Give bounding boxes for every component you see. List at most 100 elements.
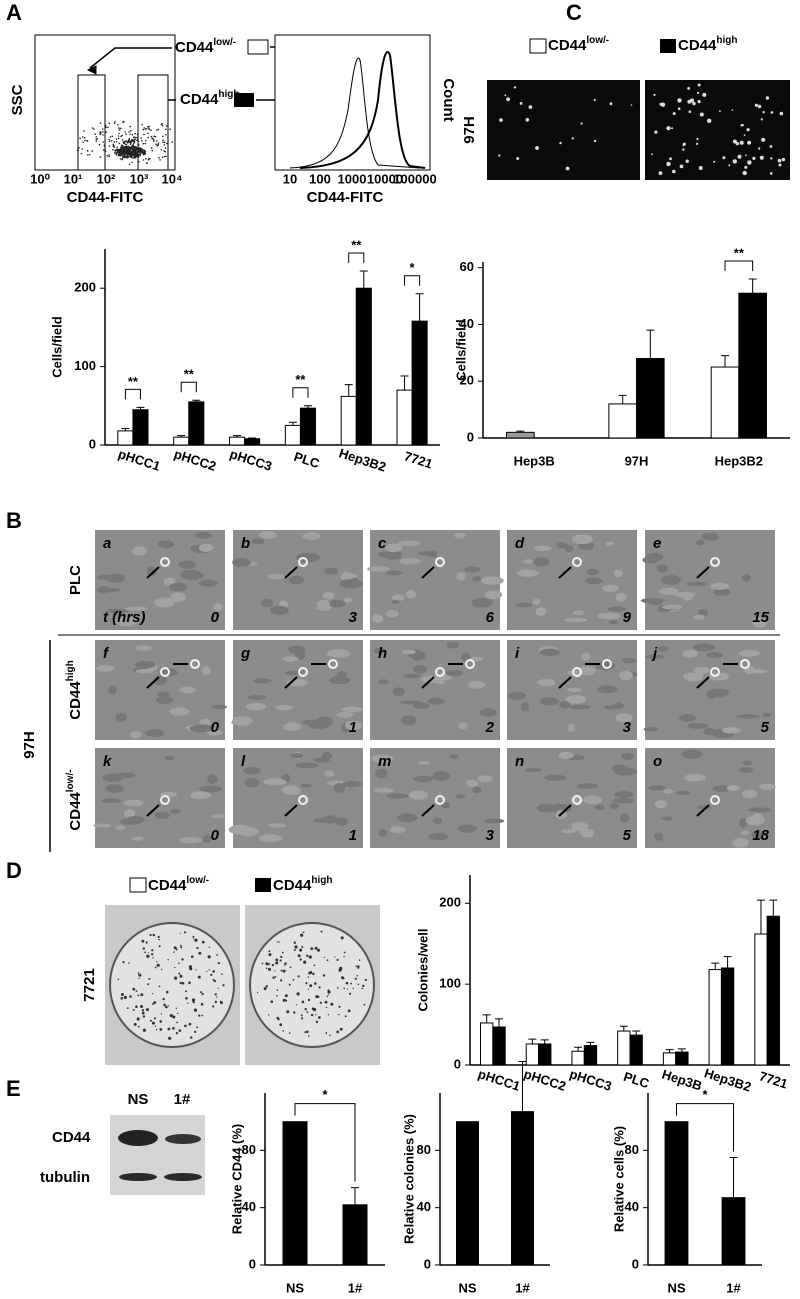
error-bar bbox=[677, 1048, 686, 1053]
flow-dot bbox=[161, 124, 164, 127]
cell-shape bbox=[572, 610, 585, 616]
band-label: CD44 bbox=[52, 1129, 91, 1146]
cell-shape bbox=[392, 687, 405, 696]
x-tick-label: pHCC3 bbox=[568, 1066, 614, 1094]
error-bar bbox=[359, 270, 368, 289]
cell-spot bbox=[687, 87, 690, 90]
flow-dot bbox=[153, 140, 155, 142]
frame-letter: g bbox=[240, 645, 250, 662]
tracked-cell bbox=[740, 659, 750, 669]
error-bar bbox=[632, 1030, 641, 1036]
y-tick-label: 40 bbox=[460, 316, 474, 331]
cell-spot bbox=[499, 118, 503, 122]
colony bbox=[149, 1019, 152, 1022]
colony bbox=[281, 951, 284, 954]
cell-shape bbox=[135, 669, 154, 674]
bar bbox=[538, 1043, 552, 1066]
cell-shape bbox=[432, 817, 443, 824]
flow-dot bbox=[141, 139, 143, 142]
colony bbox=[152, 933, 155, 937]
colony bbox=[317, 995, 320, 999]
cell-spot bbox=[699, 112, 704, 117]
bar bbox=[708, 969, 722, 1066]
histogram-high bbox=[299, 51, 426, 169]
bar bbox=[244, 438, 261, 446]
flow-dot bbox=[160, 149, 163, 151]
flow-dot bbox=[95, 138, 98, 140]
flow-dot bbox=[120, 146, 122, 149]
cell-shape bbox=[199, 785, 222, 793]
flow-dot bbox=[98, 143, 101, 146]
flow-dot bbox=[140, 137, 142, 139]
cell-shape bbox=[180, 569, 202, 580]
cell-shape bbox=[374, 788, 394, 793]
colony bbox=[135, 1005, 138, 1008]
colony bbox=[178, 1029, 182, 1032]
y-tick-label: 40 bbox=[242, 1199, 256, 1214]
cell-shape bbox=[692, 643, 716, 652]
cell-shape bbox=[571, 534, 593, 544]
bar bbox=[675, 1051, 689, 1066]
y-tick-label: 80 bbox=[625, 1142, 639, 1157]
flow-dot bbox=[128, 163, 131, 166]
tracked-cell bbox=[572, 557, 582, 567]
colony bbox=[310, 1013, 314, 1017]
colony bbox=[193, 1008, 198, 1012]
cell-shape bbox=[211, 704, 228, 710]
colony bbox=[327, 990, 331, 994]
flow-dot bbox=[151, 137, 153, 140]
flow-dot bbox=[132, 136, 135, 139]
arrow bbox=[696, 566, 710, 579]
colony bbox=[178, 962, 180, 965]
bar bbox=[132, 409, 149, 446]
cell-shape bbox=[556, 542, 568, 549]
colony bbox=[167, 959, 169, 961]
cell-shape bbox=[732, 837, 749, 848]
cell-shape bbox=[335, 817, 348, 826]
flow-dot bbox=[78, 147, 80, 149]
flow-dot bbox=[143, 127, 145, 129]
flow-dot bbox=[118, 127, 120, 129]
y-tick-label: 0 bbox=[467, 429, 474, 444]
cell-shape bbox=[372, 613, 384, 623]
flow-dot bbox=[112, 143, 115, 146]
flow-dot bbox=[128, 138, 130, 141]
colony bbox=[158, 945, 161, 948]
colony bbox=[324, 1000, 328, 1004]
cell-shape bbox=[344, 720, 362, 731]
cell-shape bbox=[449, 754, 459, 760]
flow-dot bbox=[147, 132, 149, 135]
colony bbox=[361, 987, 364, 990]
flow-dot bbox=[80, 152, 83, 155]
colony bbox=[309, 984, 313, 988]
cell-shape bbox=[751, 830, 764, 840]
colony bbox=[343, 951, 346, 954]
cell-spot bbox=[765, 96, 770, 100]
cell-spot bbox=[593, 139, 597, 143]
colony bbox=[326, 959, 329, 962]
colony bbox=[196, 946, 199, 950]
cell-shape bbox=[390, 826, 406, 834]
x-tick-label: 7721 bbox=[402, 448, 434, 471]
flow-dot bbox=[116, 150, 118, 152]
colony bbox=[301, 946, 304, 948]
colony bbox=[197, 975, 201, 979]
colony bbox=[357, 983, 360, 986]
cell-spot bbox=[698, 166, 703, 170]
colony bbox=[153, 1001, 157, 1004]
flow-dot bbox=[120, 135, 122, 138]
flow-dot bbox=[126, 140, 128, 142]
colony bbox=[162, 997, 165, 1001]
cell-spot bbox=[571, 137, 574, 140]
cell-shape bbox=[533, 545, 552, 551]
colony bbox=[315, 1020, 319, 1024]
bar bbox=[506, 431, 535, 439]
cell-shape bbox=[736, 714, 760, 719]
cell-shape bbox=[391, 594, 405, 602]
bar bbox=[480, 1022, 494, 1066]
cell-spot bbox=[745, 154, 747, 157]
cell-spot bbox=[519, 102, 523, 105]
significance-bracket bbox=[124, 388, 141, 400]
flow-dot bbox=[106, 155, 108, 157]
cell-spot bbox=[757, 104, 762, 109]
